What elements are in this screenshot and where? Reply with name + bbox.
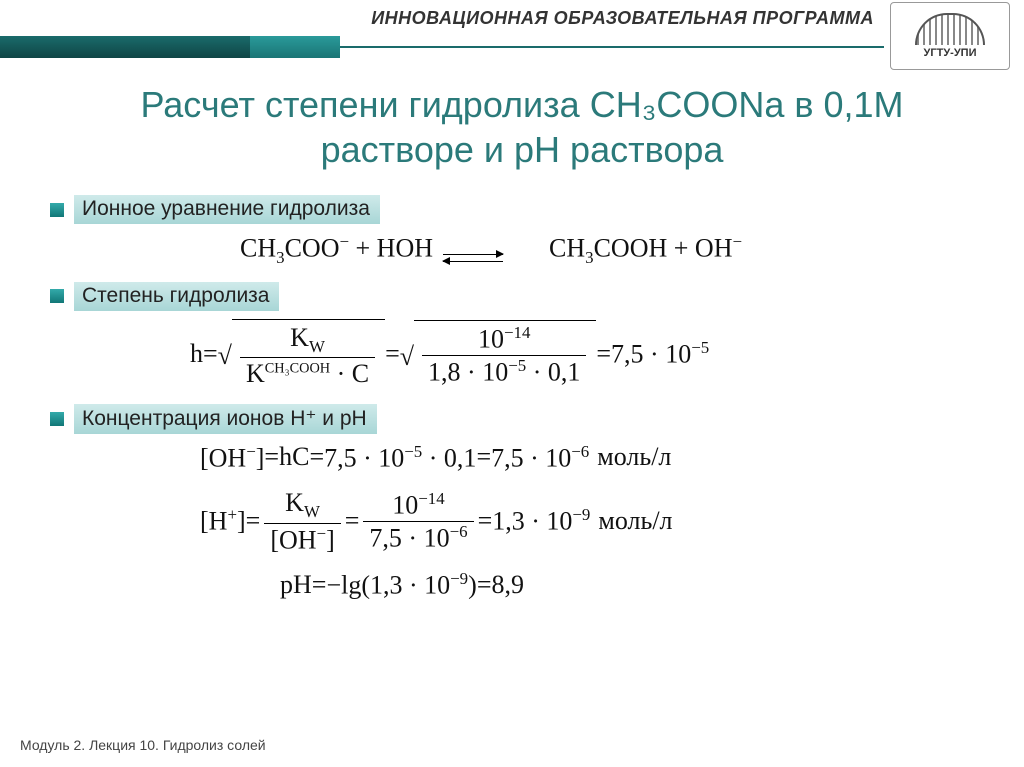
ionic-equation: CH3COO− + HOH CH3COOH + OH− [240,232,994,268]
eq-sign: = [312,570,327,600]
eq-text: [H+] [200,505,246,537]
h-result: 7,5 · 10−5 [611,338,709,370]
eq-text: CH3COOH + OH− [549,232,742,268]
hplus-equation: [H+] = KW [OH−] = 10−14 7,5 · 10−6 = 1,3… [200,487,994,555]
section-label-degree: Степень гидролиза [74,282,279,311]
eq-sign: = [477,570,492,600]
eq-sign: = [476,442,491,472]
eq-sign: = [478,506,493,536]
bullet-icon [50,412,64,426]
sqrt-1: √ KW KCH₃COOH · C [218,319,385,390]
section-degree: Степень гидролиза h = √ KW KCH₃COOH · C … [50,282,994,390]
eq-sign: = [264,442,279,472]
footer-text: Модуль 2. Лекция 10. Гидролиз солей [20,737,266,753]
ph-result: 8,9 [491,570,524,600]
h-label: h [190,339,203,369]
section-ionic: Ионное уравнение гидролиза CH3COO− + HOH… [50,195,994,268]
program-title: ИННОВАЦИОННАЯ ОБРАЗОВАТЕЛЬНАЯ ПРОГРАММА [360,8,874,29]
bullet-icon [50,289,64,303]
eq-sign: = [203,339,218,369]
ph-label: pH [280,570,312,600]
eq-text: [OH−] [200,442,264,474]
eq-text: CH3COO− + HOH [240,232,433,268]
sqrt-2: √ 10−14 1,8 · 10−5 · 0,1 [400,320,597,388]
eq-sign: = [596,339,611,369]
eq-sign: = [246,506,261,536]
ph-equation: pH = −lg(1,3 · 10−9) = 8,9 [280,569,994,601]
eq-sign: = [385,339,400,369]
oh-equation: [OH−] = hC = 7,5 · 10−5 · 0,1 = 7,5 · 10… [200,442,994,474]
eq-sign: = [309,442,324,472]
section-label-ionic: Ионное уравнение гидролиза [74,195,380,224]
eq-text: hC [279,442,309,472]
content-area: Ионное уравнение гидролиза CH3COO− + HOH… [50,195,994,615]
eq-text: −lg(1,3 · 10−9) [326,569,476,601]
eq-text: 1,3 · 10−9 [492,505,590,537]
degree-equation: h = √ KW KCH₃COOH · C = √ 10−14 1,8 · 1 [190,319,994,390]
bullet-icon [50,203,64,217]
unit: моль/л [598,506,672,536]
section-label-conc: Концентрация ионов H⁺ и pH [74,404,377,434]
frac-kw-oh: KW [OH−] [264,487,340,555]
slide-title: Расчет степени гидролиза CH₃COONa в 0,1М… [60,82,984,172]
section-concentration: Концентрация ионов H⁺ и pH [OH−] = hC = … [50,404,994,602]
eq-sign: = [345,506,360,536]
eq-text: 7,5 · 10−6 [491,442,589,474]
frac-numeric: 10−14 7,5 · 10−6 [363,489,473,554]
unit: моль/л [597,442,671,472]
eq-text: 7,5 · 10−5 · 0,1 [324,442,476,474]
decorative-bar [0,32,1024,62]
